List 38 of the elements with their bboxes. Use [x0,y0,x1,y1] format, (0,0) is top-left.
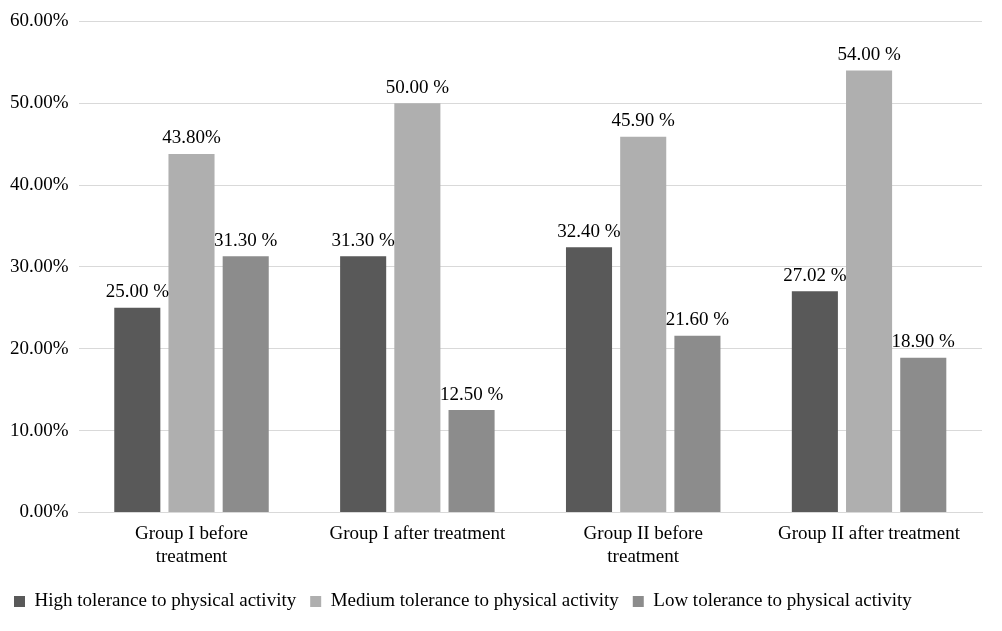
y-tick-label: 20.00% [10,336,69,358]
x-tick-label: Group II before treatment [583,521,703,566]
bar [900,357,947,512]
bar [674,335,721,512]
y-tick-label: 40.00% [10,173,69,195]
data-label: 50.00 % [385,75,450,97]
data-label: 25.00 % [105,280,170,302]
y-tick-label: 60.00% [10,9,69,31]
x-tick-label: Group I after treatment [329,521,506,543]
legend-label: Medium tolerance to physical activity [330,589,620,611]
legend-label: Low tolerance to physical activity [653,589,913,611]
bar [340,256,387,512]
data-label: 45.90 % [611,109,676,131]
bar [448,410,495,512]
bar [846,70,893,512]
bar [168,153,215,512]
y-tick-label: 10.00% [10,418,69,440]
data-label: 32.40 % [557,219,621,241]
bar [222,256,269,512]
y-tick-label: 0.00% [19,500,69,522]
y-tick-label: 30.00% [10,254,69,276]
bar [620,136,667,512]
data-label: 27.02 % [783,263,847,285]
data-label: 21.60 % [665,308,730,330]
data-label: 31.30 % [331,228,395,250]
bar [394,103,441,512]
data-label: 54.00 % [837,42,901,64]
bar [565,247,613,512]
data-label: 12.50 % [439,382,504,404]
bar [791,291,838,512]
y-tick-label: 50.00% [10,91,69,113]
data-label: 43.80% [162,126,221,148]
x-tick-label: Group I before treatment [135,521,248,566]
x-tick-label: Group II after treatment [778,521,961,543]
data-label: 18.90 % [891,330,956,352]
bar [114,307,161,512]
legend-label: High tolerance to physical activity [34,589,297,611]
data-label: 31.30 % [214,228,278,250]
